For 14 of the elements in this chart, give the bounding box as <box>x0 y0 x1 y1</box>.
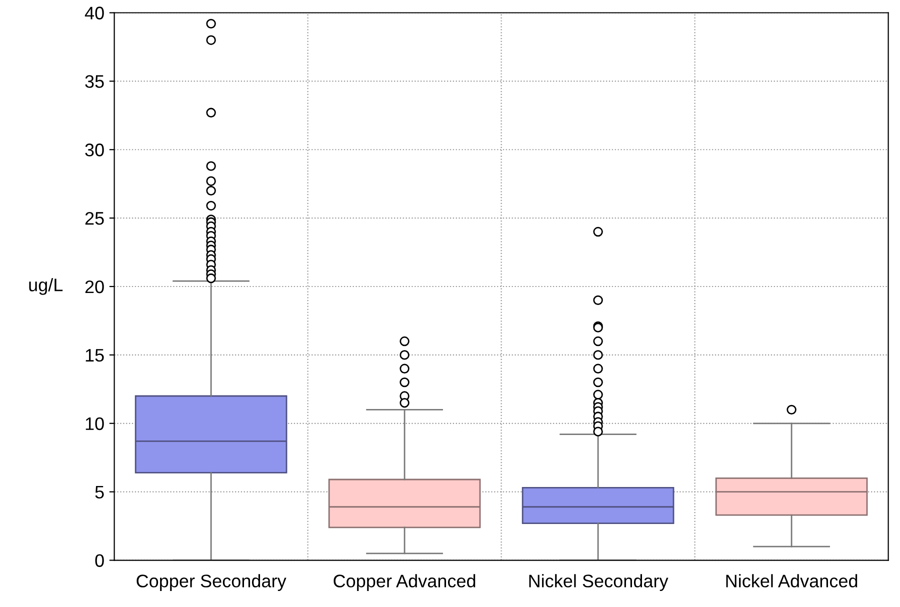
y-tick-label: 25 <box>85 212 104 225</box>
y-tick-label: 20 <box>85 280 104 294</box>
x-tick-label: Copper Advanced <box>334 574 476 591</box>
y-tick-label: 30 <box>85 144 104 156</box>
y-tick-label: 35 <box>85 75 104 88</box>
y-tick-label: 40 <box>84 6 104 20</box>
y-tick-label: 10 <box>86 417 104 430</box>
y-tick-label: 15 <box>86 349 104 362</box>
x-tick-label: Copper Secondary <box>136 574 286 591</box>
y-tick-label: 0 <box>95 554 104 567</box>
x-tick-label: Nickel Secondary <box>529 574 668 591</box>
y-axis-title: ug/L <box>29 278 63 295</box>
x-tick-label: Nickel Advanced <box>726 574 858 588</box>
y-tick-label: 5 <box>95 486 104 499</box>
